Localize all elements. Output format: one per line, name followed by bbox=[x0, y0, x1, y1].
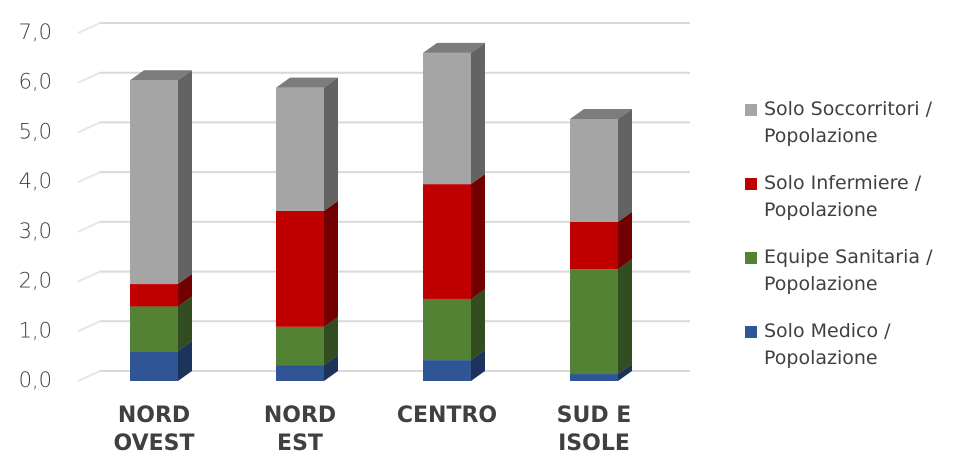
bar-segment bbox=[570, 119, 618, 222]
y-tick-label: 3,0 bbox=[19, 219, 52, 243]
bar-segment bbox=[130, 284, 178, 307]
grid-line-side bbox=[77, 121, 101, 134]
legend-item: Solo Medico / Popolazione bbox=[742, 318, 978, 372]
x-tick-label: SUD E ISOLE bbox=[556, 403, 632, 456]
bar-segment-side bbox=[324, 316, 338, 366]
legend-label: Solo Medico / Popolazione bbox=[764, 320, 891, 369]
grid-line-side bbox=[77, 320, 101, 333]
bar-segment-side bbox=[178, 70, 192, 285]
legend-label: Solo Infermiere / Popolazione bbox=[764, 172, 922, 221]
x-tick-label: NORD OVEST bbox=[113, 403, 195, 456]
grid-line-side bbox=[77, 220, 101, 233]
y-tick-label: 0,0 bbox=[19, 368, 52, 392]
y-tick-label: 6,0 bbox=[19, 70, 52, 94]
grid-line-side bbox=[77, 71, 101, 84]
bar-segment-side bbox=[618, 259, 632, 375]
y-tick-label: 5,0 bbox=[19, 119, 52, 143]
bar-segment bbox=[276, 87, 324, 211]
bar-segment-side bbox=[324, 200, 338, 327]
bar-segment bbox=[276, 365, 324, 381]
bar-segment bbox=[423, 360, 471, 381]
bar-segment bbox=[570, 269, 618, 375]
y-tick-label: 2,0 bbox=[19, 269, 52, 293]
x-tick-label: NORD EST bbox=[263, 403, 337, 456]
bar-segment-side bbox=[178, 296, 192, 352]
legend-swatch bbox=[745, 326, 757, 338]
bar-segment-side bbox=[178, 341, 192, 381]
bar-segment bbox=[130, 80, 178, 285]
grid-line-side bbox=[77, 370, 101, 382]
bar-segment bbox=[423, 184, 471, 299]
x-tick-label: CENTRO bbox=[396, 403, 498, 428]
bar-segment bbox=[423, 298, 471, 361]
grid-line-side bbox=[77, 171, 101, 184]
bar-segment-side bbox=[471, 350, 485, 381]
bar-top bbox=[130, 70, 192, 81]
y-tick-label: 4,0 bbox=[19, 169, 52, 193]
bar-segment-side bbox=[324, 77, 338, 211]
legend-swatch bbox=[745, 178, 757, 190]
bar-segment-side bbox=[471, 42, 485, 185]
bar-top bbox=[570, 109, 632, 120]
bar-segment-side bbox=[618, 211, 632, 270]
bar-segment bbox=[423, 52, 471, 185]
legend-item: Equipe Sanitaria / Popolazione bbox=[742, 244, 978, 298]
bar-segment-side bbox=[618, 109, 632, 222]
bar-segment-side bbox=[178, 274, 192, 307]
legend-swatch bbox=[745, 252, 757, 264]
legend-label: Solo Soccorritori / Popolazione bbox=[764, 98, 933, 147]
bar-top bbox=[276, 77, 338, 88]
y-tick-label: 7,0 bbox=[19, 20, 52, 44]
legend-item: Solo Infermiere / Popolazione bbox=[742, 170, 978, 224]
bar-segment bbox=[570, 221, 618, 270]
bar-segment-side bbox=[324, 355, 338, 381]
grid-line-side bbox=[77, 22, 101, 34]
bar-segment bbox=[276, 210, 324, 327]
legend-swatch bbox=[745, 104, 757, 116]
bar-segment bbox=[130, 306, 178, 352]
bar-segment bbox=[570, 374, 618, 381]
legend-label: Equipe Sanitaria / Popolazione bbox=[764, 246, 933, 295]
bar-segment-side bbox=[471, 174, 485, 299]
legend-item: Solo Soccorritori / Popolazione bbox=[742, 96, 978, 150]
bar-segment-side bbox=[618, 364, 632, 381]
bar-top bbox=[423, 42, 485, 53]
y-tick-label: 1,0 bbox=[19, 318, 52, 342]
bar-segment-side bbox=[471, 288, 485, 361]
bar-segment bbox=[130, 351, 178, 381]
grid-line-side bbox=[77, 270, 101, 283]
bar-segment bbox=[276, 326, 324, 366]
